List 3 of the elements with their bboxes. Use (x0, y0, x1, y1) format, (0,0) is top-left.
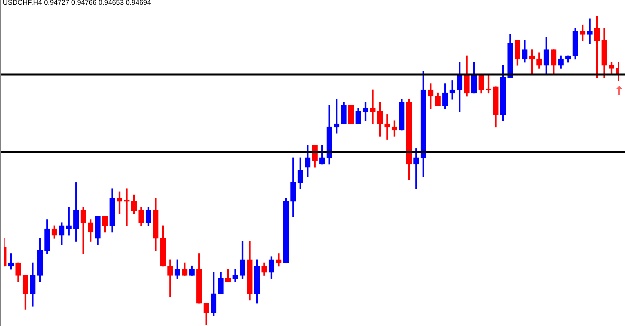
candlestick (587, 18, 593, 44)
candlestick (370, 90, 376, 124)
candlestick (384, 114, 390, 140)
